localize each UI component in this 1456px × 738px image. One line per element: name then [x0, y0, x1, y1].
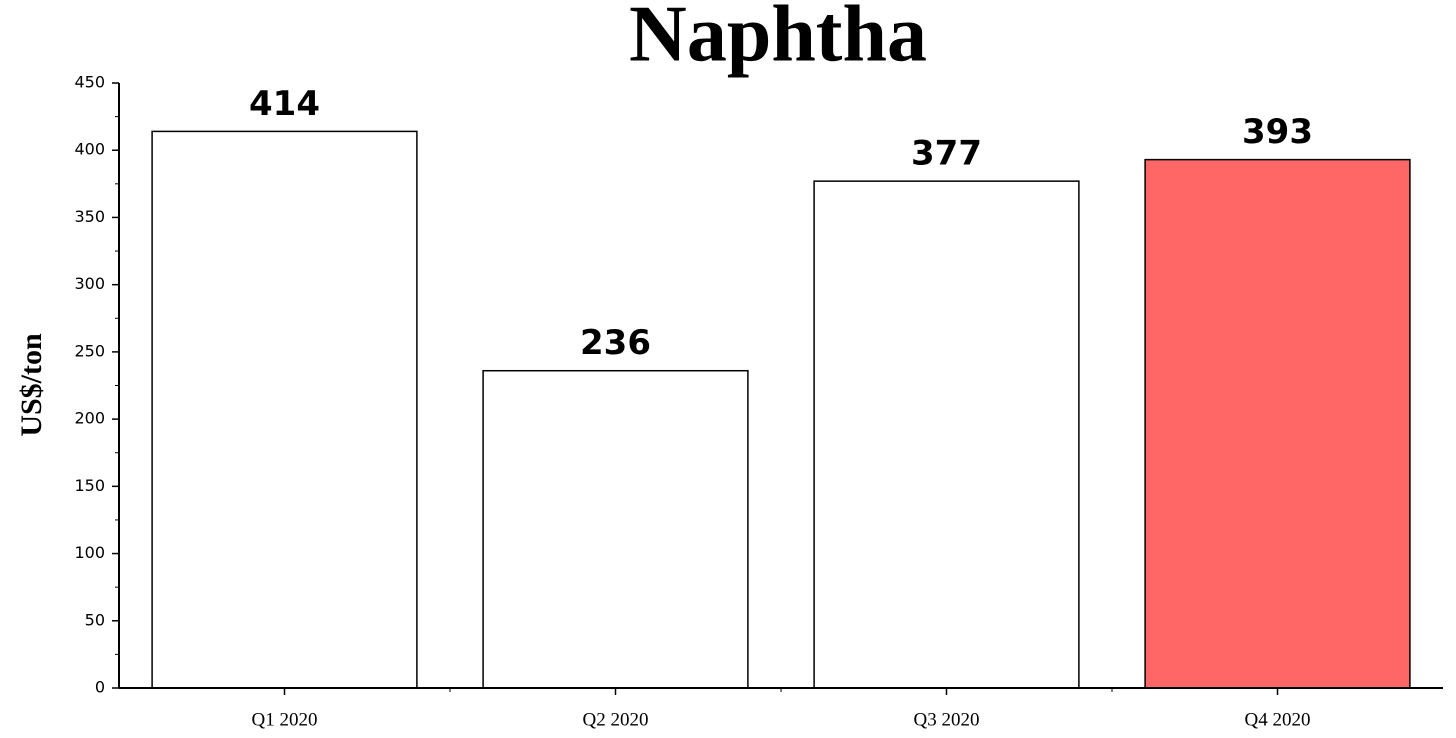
bar — [151, 130, 418, 689]
value-label: 393 — [1242, 112, 1313, 152]
y-tick-label: 300 — [74, 274, 105, 293]
bar — [1144, 158, 1411, 689]
chart-title: Naphtha — [629, 0, 927, 78]
y-tick-label: 0 — [95, 678, 105, 697]
y-tick-label: 350 — [74, 207, 105, 226]
y-axis-label: US$/ton — [15, 333, 48, 437]
y-tick-label: 250 — [74, 341, 105, 360]
y-tick-label: 150 — [74, 476, 105, 495]
y-tick-label: 100 — [74, 543, 105, 562]
value-label: 236 — [580, 323, 651, 363]
x-tick-label: Q4 2020 — [1245, 709, 1311, 730]
x-tick-label: Q3 2020 — [914, 709, 980, 730]
y-tick-label: 400 — [74, 140, 105, 159]
bar — [813, 180, 1080, 689]
value-label: 414 — [249, 84, 320, 124]
x-tick-label: Q1 2020 — [252, 709, 318, 730]
y-tick-label: 200 — [74, 409, 105, 428]
x-tick-label: Q2 2020 — [583, 709, 649, 730]
bar — [482, 369, 749, 689]
y-tick-label: 450 — [74, 73, 105, 92]
value-label: 377 — [911, 134, 982, 174]
y-tick-label: 50 — [85, 610, 105, 629]
